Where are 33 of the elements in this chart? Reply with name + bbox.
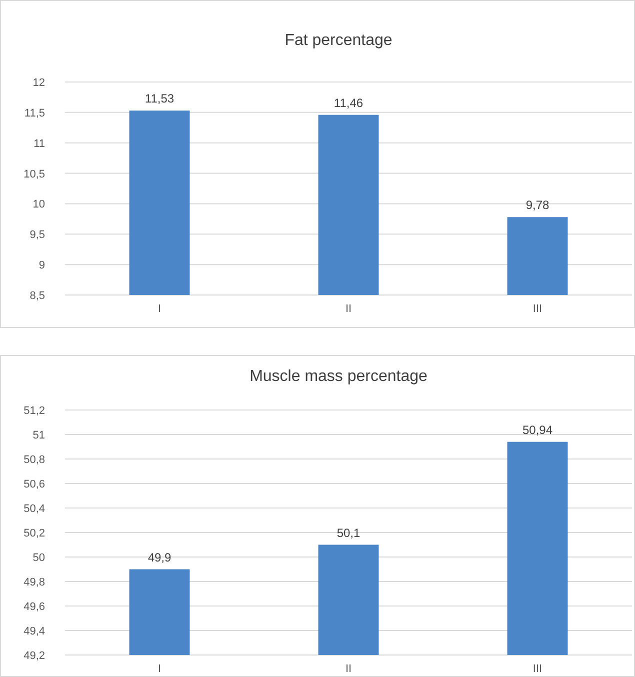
y-tick-label: 50,2 — [24, 528, 45, 540]
data-label: 49,9 — [148, 550, 172, 564]
x-tick-label: III — [532, 663, 542, 675]
y-tick-label: 12 — [32, 77, 45, 89]
y-tick-label: 49,6 — [24, 601, 45, 613]
y-tick-label: 49,8 — [24, 576, 45, 588]
x-tick-label: I — [158, 663, 162, 675]
data-label: 11,53 — [144, 92, 174, 106]
y-tick-label: 50,4 — [24, 503, 45, 515]
y-tick-label: 49,4 — [24, 626, 45, 638]
y-tick-label: 8,5 — [30, 290, 45, 302]
y-tick-label: 10 — [32, 198, 45, 211]
data-label: 9,78 — [526, 198, 550, 212]
y-tick-label: 50 — [32, 552, 45, 564]
y-tick-label: 9 — [38, 260, 45, 272]
y-tick-label: 51,2 — [24, 405, 45, 417]
chart-title: Fat percentage — [284, 32, 392, 49]
data-label: 50,94 — [522, 422, 553, 437]
data-label: 11,46 — [334, 96, 364, 110]
y-tick-label: 11,5 — [24, 107, 45, 120]
data-label: 50,1 — [336, 526, 360, 540]
y-tick-label: 9,5 — [30, 229, 45, 242]
x-tick-label: II — [345, 663, 352, 675]
y-tick-label: 50,8 — [24, 454, 45, 466]
x-tick-label: I — [158, 303, 162, 315]
x-tick-label: III — [532, 303, 542, 315]
chart-title: Muscle mass percentage — [250, 368, 428, 385]
x-tick-label: II — [345, 303, 352, 315]
y-tick-label: 11 — [34, 138, 45, 150]
y-tick-label: 10,5 — [24, 168, 45, 180]
y-tick-label: 49,2 — [24, 650, 45, 662]
y-tick-label: 50,6 — [24, 478, 45, 490]
y-tick-label: 51 — [32, 430, 45, 442]
